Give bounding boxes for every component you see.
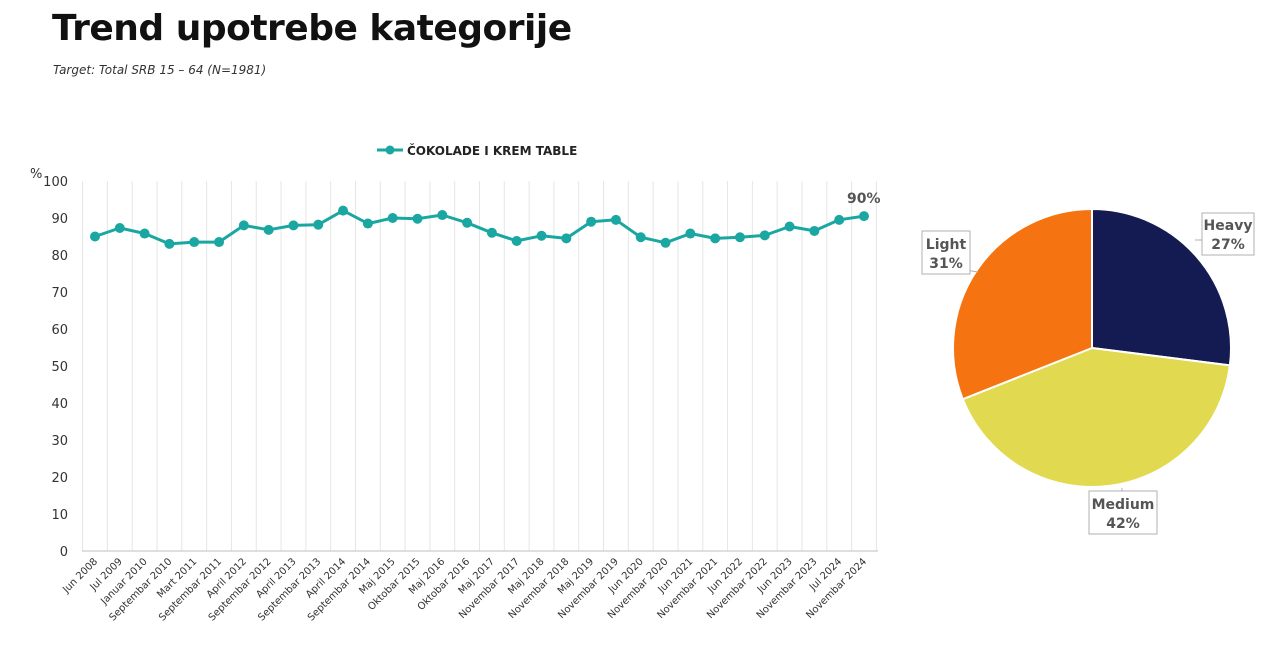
data-point xyxy=(734,232,745,243)
data-point xyxy=(263,224,274,235)
y-tick-label: 80 xyxy=(51,249,68,264)
data-point xyxy=(238,220,249,231)
data-point xyxy=(189,237,200,248)
heavy-value: 27% xyxy=(1211,237,1245,253)
medium-value: 42% xyxy=(1106,516,1140,532)
chart-legend: ČOKOLADE I KREM TABLE xyxy=(377,143,577,158)
heavy-label-box: Heavy 27% xyxy=(1195,212,1255,256)
data-point xyxy=(586,216,597,227)
data-point xyxy=(834,214,845,225)
legend-label: ČOKOLADE I KREM TABLE xyxy=(407,143,577,158)
light-label: Light xyxy=(926,237,967,253)
last-value-label: 90% xyxy=(847,191,881,207)
data-point xyxy=(660,237,671,248)
data-point xyxy=(710,233,721,244)
heavy-label: Heavy xyxy=(1204,218,1253,234)
data-point xyxy=(462,217,473,228)
data-point xyxy=(387,213,398,223)
pie-slice-heavy xyxy=(1091,207,1232,367)
page-subtitle: Target: Total SRB 15 – 64 (N=1981) xyxy=(53,63,267,77)
data-point xyxy=(338,205,349,216)
data-point xyxy=(114,222,125,233)
data-point xyxy=(164,238,175,249)
data-point xyxy=(288,220,299,231)
y-tick-label: 40 xyxy=(51,397,68,412)
data-point xyxy=(610,214,621,225)
data-point xyxy=(362,218,373,229)
light-label-box: Light 31% xyxy=(921,230,979,275)
y-tick-label: 10 xyxy=(51,508,68,523)
data-point xyxy=(486,227,497,238)
y-axis-ticks: 0 10 20 30 40 50 60 70 80 90 100 xyxy=(43,175,68,560)
data-point xyxy=(412,213,423,224)
data-point xyxy=(859,211,869,222)
data-point xyxy=(809,225,820,236)
y-tick-label: 50 xyxy=(51,360,68,375)
y-tick-label: 0 xyxy=(60,545,68,560)
pie-slices xyxy=(952,207,1232,488)
y-tick-label: 100 xyxy=(43,175,68,190)
light-value: 31% xyxy=(929,256,963,272)
data-point xyxy=(437,210,448,221)
legend-marker-icon xyxy=(385,145,395,155)
page-title: Trend upotrebe kategorije xyxy=(52,8,572,49)
pie-slice-light xyxy=(952,207,1093,401)
data-point xyxy=(635,232,646,243)
y-tick-label: 70 xyxy=(51,286,68,301)
data-point xyxy=(90,231,100,242)
y-tick-label: 60 xyxy=(51,323,68,338)
data-point xyxy=(685,228,696,239)
pie-chart: Heavy 27% Light 31% Medium 42% xyxy=(921,207,1255,535)
data-point xyxy=(784,221,795,232)
data-point xyxy=(139,228,150,239)
data-point xyxy=(511,235,522,246)
data-point xyxy=(214,237,225,248)
data-point xyxy=(561,233,572,244)
y-tick-label: 20 xyxy=(51,471,68,486)
chart-grid xyxy=(82,181,877,551)
data-point xyxy=(536,230,547,241)
data-point xyxy=(313,219,324,230)
medium-label-box: Medium 42% xyxy=(1088,488,1158,535)
pie-slice-medium xyxy=(961,346,1232,488)
y-tick-label: 90 xyxy=(51,212,68,227)
data-point xyxy=(759,230,770,241)
series-points xyxy=(90,205,869,249)
y-axis-label: % xyxy=(30,167,42,182)
medium-label: Medium xyxy=(1092,497,1155,513)
y-tick-label: 30 xyxy=(51,434,68,449)
